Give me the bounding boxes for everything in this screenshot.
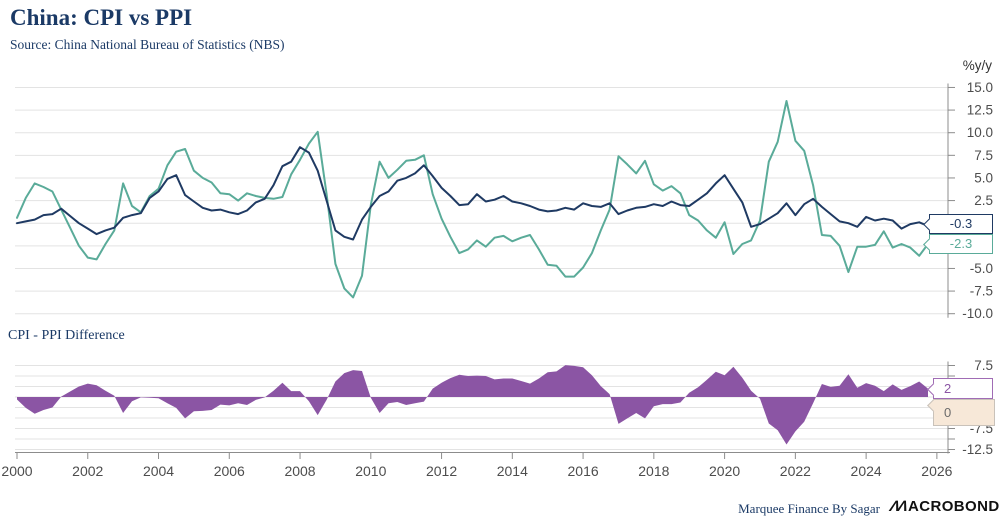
y-axis-unit-label: %y/y [962,58,992,73]
x-axis-tick-label: 2002 [72,463,103,479]
x-axis-tick-label: 2024 [851,463,882,479]
x-axis-tick-label: 2014 [497,463,528,479]
ppi-line-series [16,100,929,299]
cpi-last-value: -0.3 [949,216,973,231]
macrobond-logo: ΛΛACROBOND [887,498,1000,515]
ppi-last-value: -2.3 [949,236,973,251]
ppi-last-value-callout: -2.3 [923,234,993,254]
difference-panel [15,361,955,454]
cpi-line-series [16,146,929,241]
y-axis-tick-label: 5.0 [974,170,993,185]
x-axis-tick-label: 2018 [638,463,669,479]
y-axis-tick-label: 12.5 [967,103,993,118]
difference-panel-title: CPI - PPI Difference [8,328,125,343]
macrobond-logo-text: ACROBOND [908,498,1000,515]
source-subtitle: Source: China National Bureau of Statist… [10,37,285,52]
cpi-last-value-callout: -0.3 [923,214,993,234]
y-axis-tick-label: 7.5 [974,358,993,373]
difference-last-value: 2 [944,381,952,396]
zero-line-value: 0 [944,405,952,420]
x-axis-tick-label: 2000 [1,463,32,479]
y-axis-tick-label: -7.5 [970,284,993,299]
x-axis-tick-label: 2008 [284,463,315,479]
x-axis-tick-label: 2012 [426,463,457,479]
y-axis-tick-label: 7.5 [974,148,993,163]
x-axis-tick-label: 2022 [780,463,811,479]
x-axis-tick-label: 2006 [214,463,245,479]
y-axis-tick-label: 2.5 [974,193,993,208]
difference-last-value-callout: 2 [927,378,993,399]
top-panel [15,83,955,318]
page-title: China: CPI vs PPI [10,5,193,30]
y-axis-tick-label: -12.5 [962,442,993,457]
y-axis-tick-label: -10.0 [962,306,993,321]
difference-area-series [17,365,928,445]
zero-line-marker-callout: 0 [927,399,995,426]
y-axis-tick-label: 10.0 [967,125,993,140]
x-axis-tick-label: 2016 [568,463,599,479]
x-axis-tick-label: 2010 [355,463,386,479]
x-axis [15,452,950,459]
x-axis-tick-label: 2004 [143,463,174,479]
macrobond-m-icon: ΛΛ [887,498,909,515]
y-axis-tick-label: 15.0 [967,80,993,95]
y-axis-tick-label: -5.0 [970,261,993,276]
x-axis-tick-label: 2026 [921,463,952,479]
footer-credit: Marquee Finance By Sagar [738,501,880,516]
x-axis-tick-label: 2020 [709,463,740,479]
